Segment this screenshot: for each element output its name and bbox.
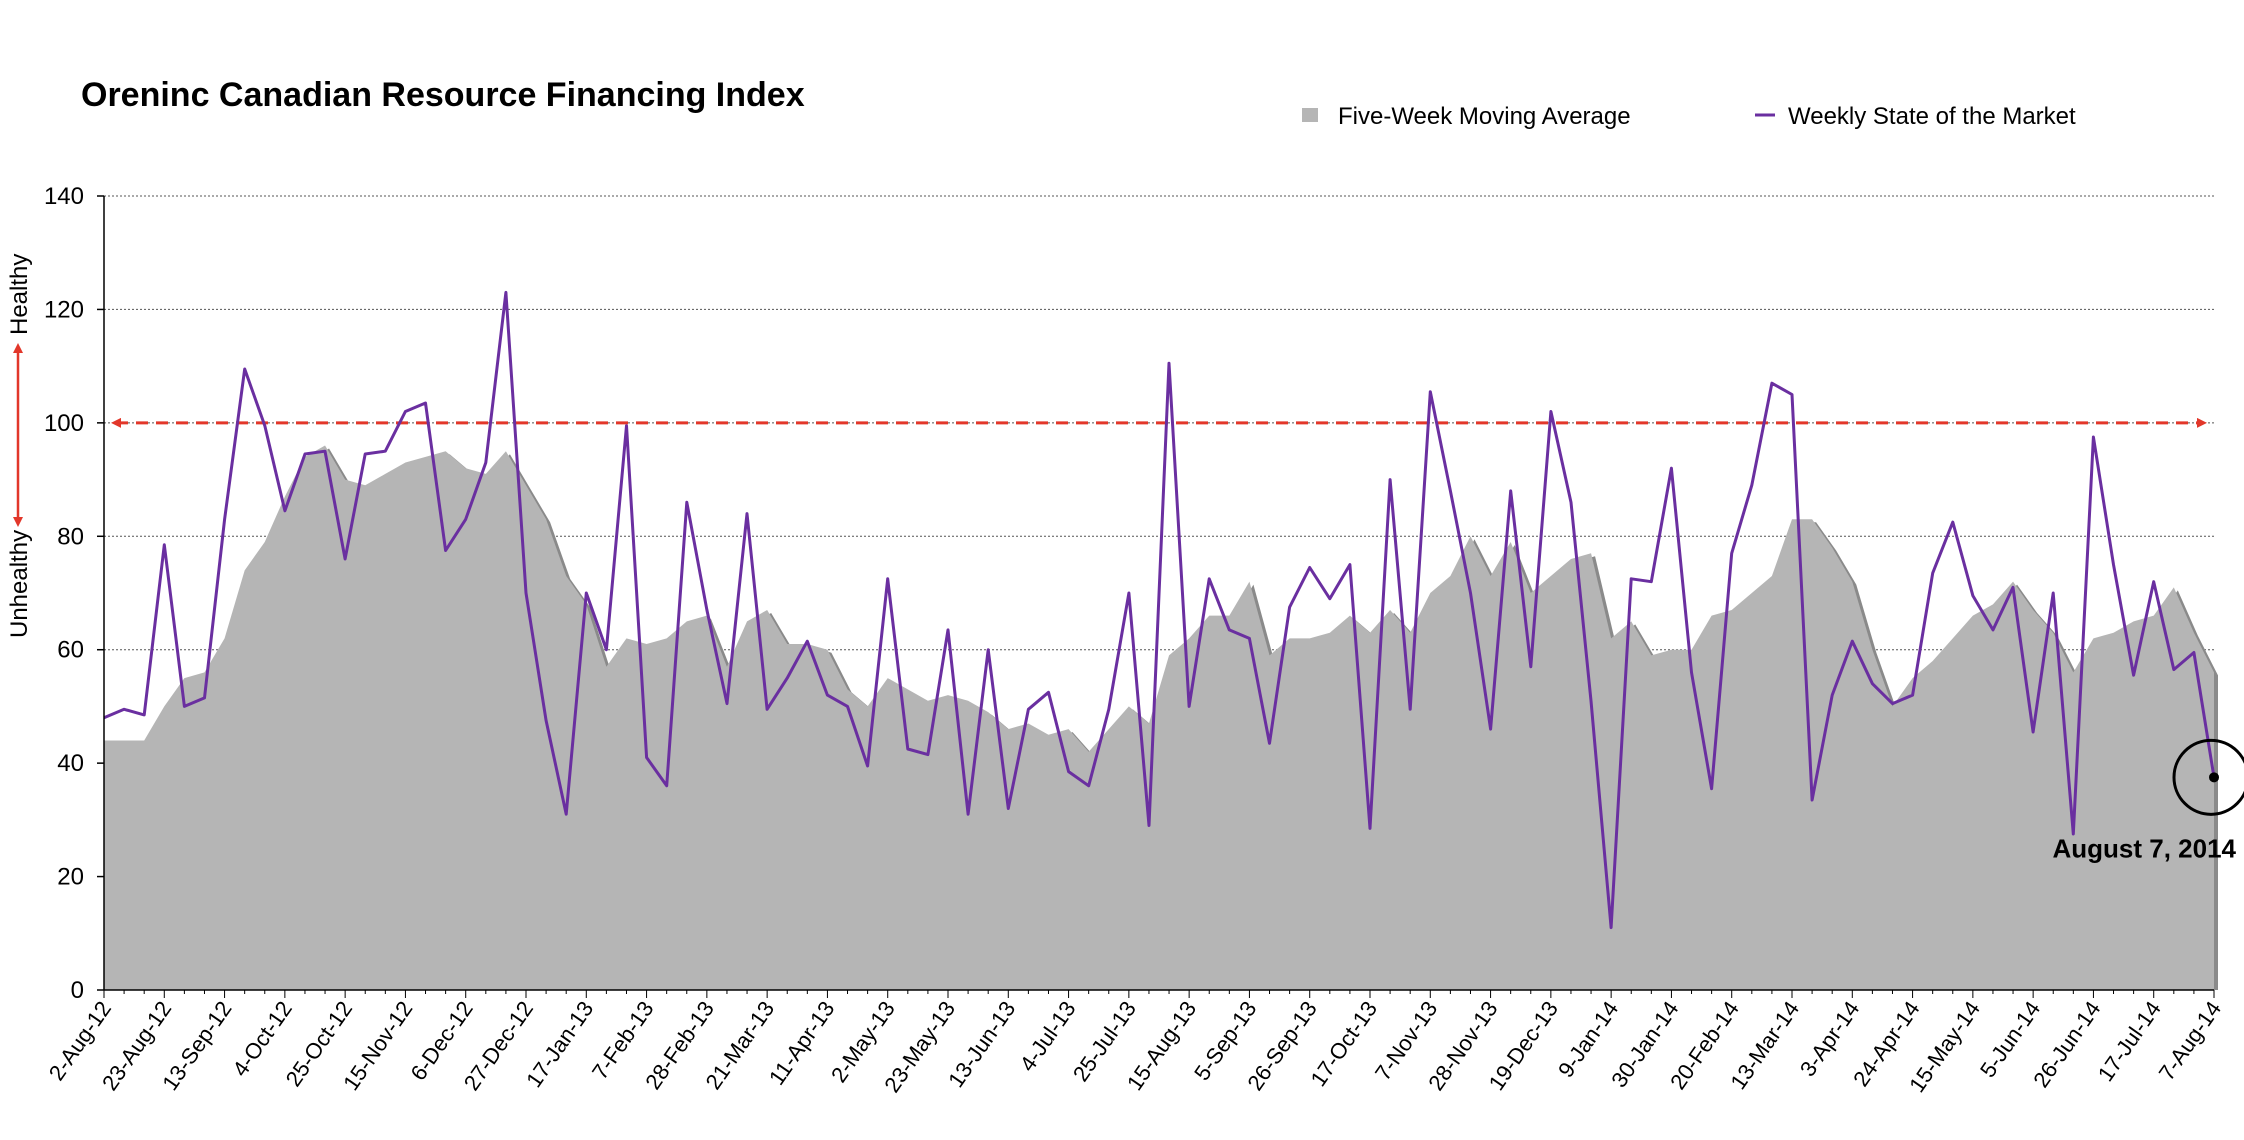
moving-average-area xyxy=(104,445,2218,990)
latest-point-annotation: August 7, 2014 xyxy=(2052,738,2244,863)
health-indicator: Healthy Unhealthy xyxy=(6,254,33,638)
latest-point-dot xyxy=(2209,772,2219,783)
highlight-circle xyxy=(2172,738,2244,816)
y-tick-label: 80 xyxy=(57,523,84,550)
chart-title: Oreninc Canadian Resource Financing Inde… xyxy=(81,76,805,114)
y-tick-label: 140 xyxy=(44,183,84,210)
legend: Five-Week Moving Average Weekly State of… xyxy=(1302,103,2076,130)
x-tick-label: 4-Jul-13 xyxy=(1015,997,1081,1076)
legend-swatch-area xyxy=(1302,108,1318,122)
x-tick-label: 7-Aug-14 xyxy=(2154,997,2226,1085)
legend-label-line: Weekly State of the Market xyxy=(1788,103,2076,130)
y-tick-label: 0 xyxy=(71,977,84,1004)
unhealthy-label: Unhealthy xyxy=(6,530,33,638)
y-tick-label: 60 xyxy=(57,637,84,664)
y-tick-labels: 0 20 40 60 80 100 120 140 xyxy=(44,183,84,1004)
legend-label-area: Five-Week Moving Average xyxy=(1338,103,1631,130)
y-tick-label: 20 xyxy=(57,864,84,891)
y-tick-label: 40 xyxy=(57,750,84,777)
annotation-label: August 7, 2014 xyxy=(2052,833,2236,863)
healthy-label: Healthy xyxy=(6,254,33,335)
y-tick-label: 100 xyxy=(44,410,84,437)
y-tick-label: 120 xyxy=(44,296,84,323)
x-tick-labels: 2-Aug-1223-Aug-1213-Sep-124-Oct-1225-Oct… xyxy=(44,997,2226,1097)
weekly-market-line xyxy=(103,290,2216,930)
area-series xyxy=(104,445,2214,990)
axes xyxy=(97,195,2215,998)
weekly-series-line xyxy=(103,290,2216,930)
